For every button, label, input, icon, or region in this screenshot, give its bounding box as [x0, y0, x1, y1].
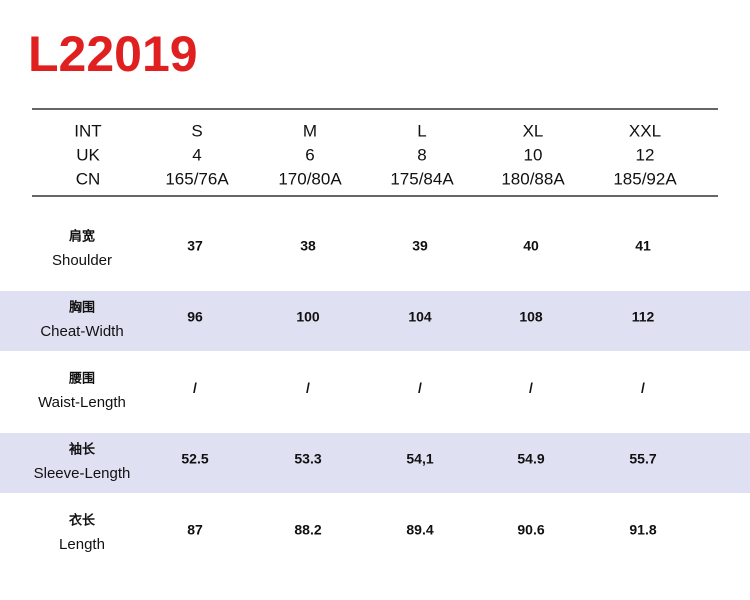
cell-value: 100	[296, 309, 320, 325]
cell-value: 108	[519, 309, 543, 325]
cell-value: /	[193, 380, 197, 396]
row-label-zh: 腰围	[68, 370, 95, 385]
cell-value: 41	[635, 238, 651, 254]
cell-value: 104	[408, 309, 432, 325]
row-label-en: Cheat-Width	[40, 323, 123, 340]
header-cell: 180/88A	[501, 169, 565, 188]
title: L22019	[28, 26, 198, 82]
row-label-zh: 肩宽	[69, 228, 95, 243]
cell-value: /	[306, 380, 310, 396]
header-cell: UK	[76, 145, 100, 164]
row-band	[0, 291, 750, 351]
header-cell: 12	[636, 145, 655, 164]
cell-value: 40	[523, 238, 539, 254]
header-cell: 6	[305, 145, 314, 164]
header-cell: XL	[523, 121, 544, 140]
header-cell: L	[417, 121, 426, 140]
header-cell: M	[303, 121, 317, 140]
cell-value: 54,1	[406, 451, 433, 467]
header-cell: 175/84A	[390, 169, 454, 188]
row-label-en: Length	[59, 536, 105, 553]
header-cell: 4	[192, 145, 201, 164]
header-cell: 165/76A	[165, 169, 229, 188]
cell-value: 39	[412, 238, 428, 254]
cell-value: 88.2	[294, 522, 321, 538]
row-label-zh: 袖长	[69, 441, 96, 456]
header-cell: S	[191, 121, 202, 140]
cell-value: 89.4	[406, 522, 433, 538]
header-cell: 185/92A	[613, 169, 677, 188]
header-cell: 8	[417, 145, 426, 164]
cell-value: 87	[187, 522, 203, 538]
cell-value: /	[641, 380, 645, 396]
cell-value: 54.9	[517, 451, 544, 467]
row-label-zh: 胸围	[69, 299, 95, 314]
header-cell: CN	[76, 169, 101, 188]
cell-value: 52.5	[181, 451, 208, 467]
cell-value: 37	[187, 238, 203, 254]
cell-value: /	[529, 380, 533, 396]
header-cell: XXL	[629, 121, 661, 140]
row-label-en: Shoulder	[52, 252, 112, 269]
cell-value: /	[418, 380, 422, 396]
row-label-zh: 衣长	[69, 512, 96, 527]
header-cell: 170/80A	[278, 169, 342, 188]
row-label-en: Waist-Length	[38, 394, 126, 411]
cell-value: 55.7	[629, 451, 656, 467]
header-cell: INT	[74, 121, 101, 140]
cell-value: 53.3	[294, 451, 321, 467]
row-label-en: Sleeve-Length	[34, 465, 131, 482]
cell-value: 91.8	[629, 522, 656, 538]
cell-value: 96	[187, 309, 203, 325]
header-cell: 10	[524, 145, 543, 164]
cell-value: 38	[300, 238, 316, 254]
table: INT S M L XL XXL UK 4 6 8 10 12 CN 165/76A 170/80A 175/…	[0, 121, 750, 553]
row-band	[0, 433, 750, 493]
cell-value: 90.6	[517, 522, 544, 538]
cell-value: 112	[632, 309, 655, 325]
